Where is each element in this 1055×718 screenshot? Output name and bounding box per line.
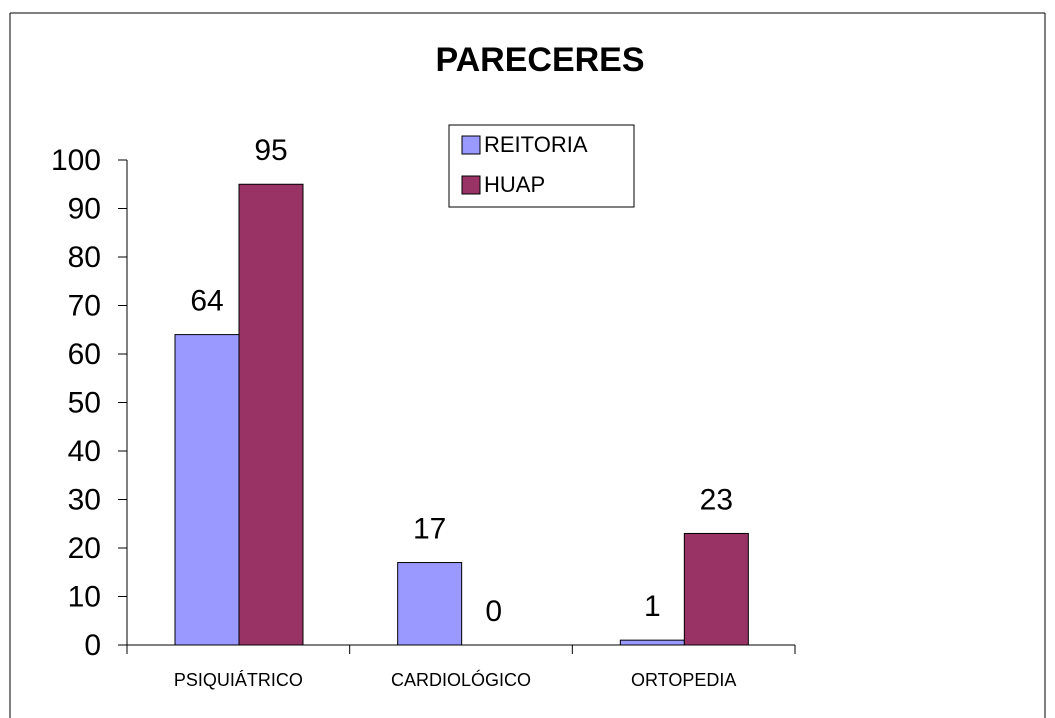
chart-title: PARECERES [435,41,644,79]
value-label: 17 [413,512,446,545]
y-tick-label: 10 [68,580,101,613]
y-tick-label: 80 [68,241,101,274]
bar [683,532,749,646]
y-tick-label: 40 [68,435,101,468]
bar [397,562,463,646]
legend-label: HUAP [484,172,545,197]
value-label: 1 [644,590,661,623]
x-tick-label: ORTOPEDIA [631,670,736,690]
value-label: 95 [254,134,287,167]
legend-swatch [461,135,481,155]
y-tick-label: 0 [84,629,101,662]
bar [619,639,685,646]
y-tick-label: 20 [68,532,101,565]
x-tick-label: PSIQUIÁTRICO [174,670,303,690]
y-tick-label: 100 [51,144,101,177]
value-label: 0 [485,595,502,628]
y-tick-label: 60 [68,338,101,371]
y-tick-label: 30 [68,483,101,516]
legend-label: REITORIA [484,132,588,157]
y-tick-label: 70 [68,289,101,322]
y-tick-label: 50 [68,386,101,419]
bar [238,183,304,646]
y-tick-label: 90 [68,192,101,225]
bar [174,334,240,646]
x-tick-label: CARDIOLÓGICO [391,669,531,690]
value-label: 23 [700,483,733,516]
legend-swatch [461,175,481,195]
value-label: 64 [190,285,223,318]
